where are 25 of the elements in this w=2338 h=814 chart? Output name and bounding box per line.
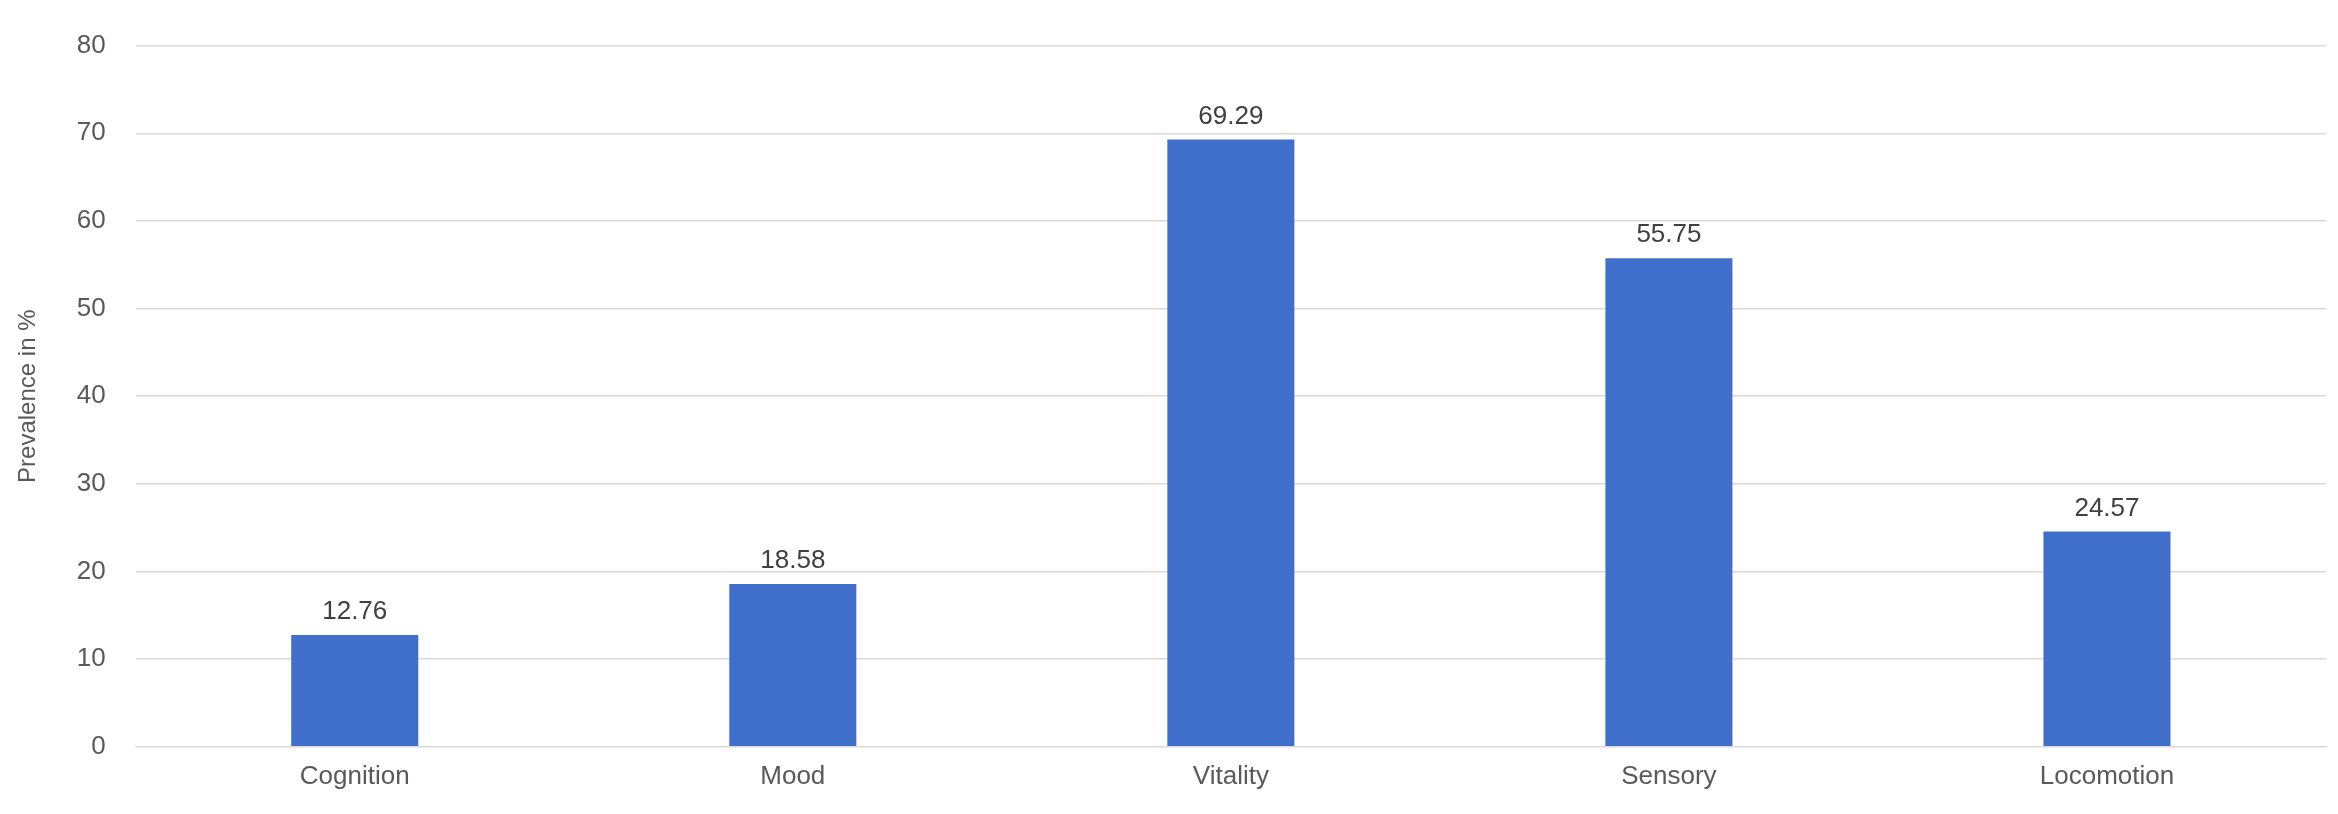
bar: [1605, 258, 1733, 747]
data-label: 69.29: [1198, 99, 1264, 130]
y-tick-label: 30: [76, 467, 106, 498]
data-label: 12.76: [322, 595, 388, 626]
x-tick-label: Sensory: [1621, 759, 1717, 790]
bar: [291, 634, 419, 747]
y-tick-label: 40: [76, 379, 106, 410]
y-axis-title: Prevalence in %: [13, 309, 41, 483]
y-tick-label: 70: [76, 116, 106, 147]
y-tick-label: 50: [76, 291, 106, 322]
bar: [1167, 139, 1295, 747]
data-label: 24.57: [2074, 491, 2140, 522]
y-tick-label: 10: [76, 642, 106, 673]
bar: [729, 583, 857, 747]
data-label: 18.58: [760, 544, 826, 575]
x-tick-label: Cognition: [299, 759, 410, 790]
x-tick-label: Vitality: [1192, 759, 1269, 790]
y-tick-label: 80: [76, 28, 106, 59]
y-tick-label: 60: [76, 204, 106, 235]
bar: [2043, 531, 2171, 747]
x-tick-label: Mood: [760, 759, 826, 790]
y-tick-label: 0: [91, 729, 106, 760]
data-label: 55.75: [1636, 218, 1702, 249]
x-tick-label: Locomotion: [2039, 759, 2175, 790]
y-tick-label: 20: [76, 554, 106, 585]
